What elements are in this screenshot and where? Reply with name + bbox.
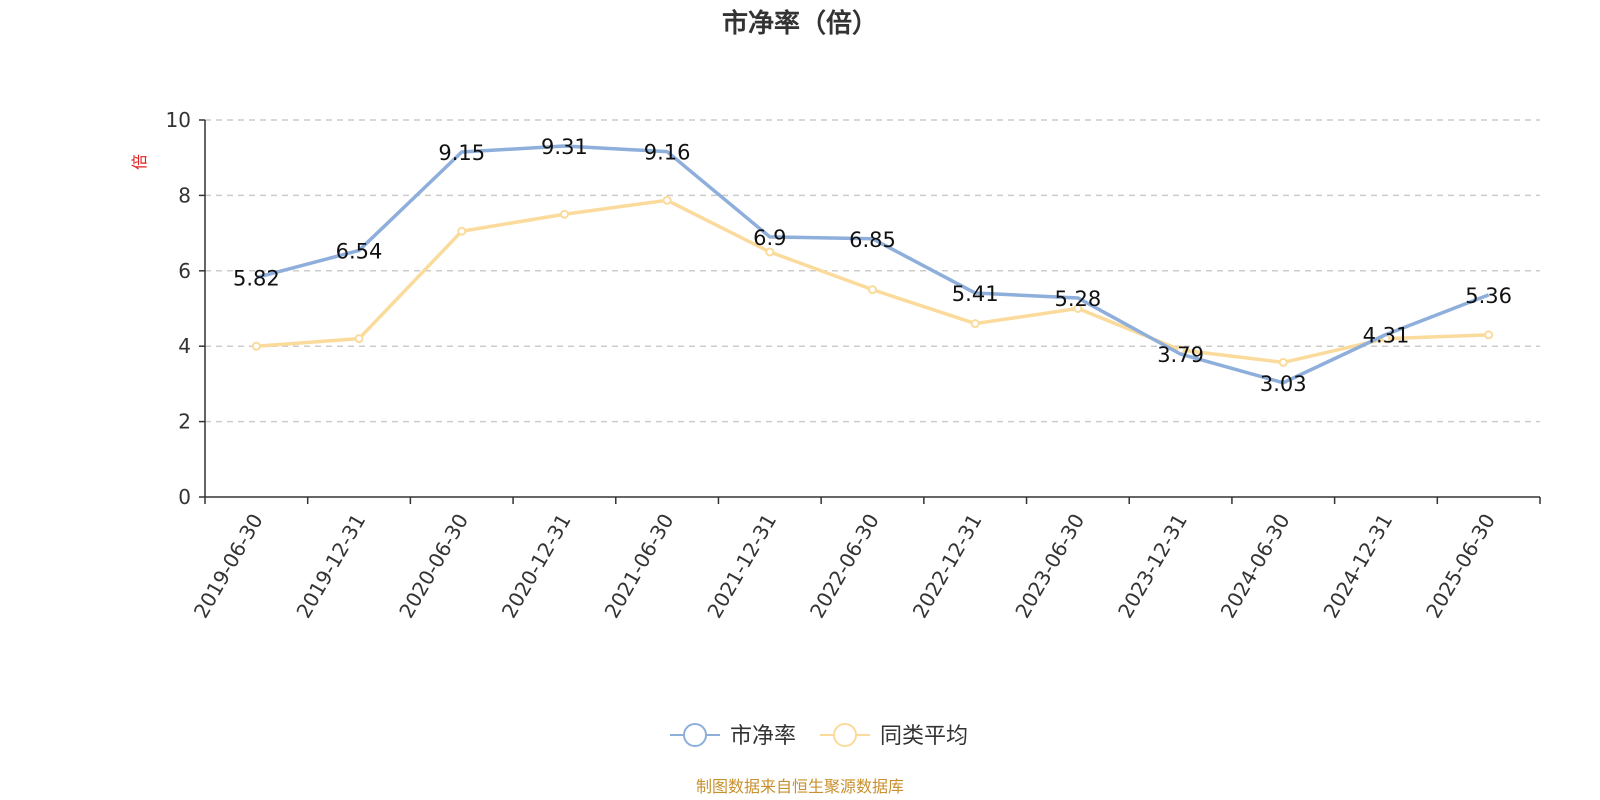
y-tick-label: 0: [178, 485, 191, 509]
x-tick-label: 2020-12-31: [497, 510, 576, 623]
x-tick-label: 2021-06-30: [600, 510, 679, 623]
series-point-1[interactable]: [662, 195, 672, 205]
y-axis-unit-label: 倍: [130, 154, 149, 170]
series-point-1[interactable]: [559, 209, 569, 219]
data-label: 4.31: [1363, 324, 1410, 348]
y-tick-label: 2: [178, 410, 191, 434]
x-tick-label: 2023-12-31: [1113, 510, 1192, 623]
x-tick-label: 2022-06-30: [805, 510, 884, 623]
series-line-0: [255, 144, 1490, 385]
legend-item-0[interactable]: 市净率: [670, 723, 796, 749]
series-point-1[interactable]: [765, 247, 775, 257]
x-tick-label: 2019-12-31: [291, 510, 370, 623]
series-point-1[interactable]: [1073, 304, 1083, 313]
data-label: 3.79: [1157, 343, 1204, 367]
legend-label: 同类平均: [880, 724, 968, 749]
legend-marker-icon: [833, 723, 857, 747]
series-point-1[interactable]: [1484, 330, 1494, 340]
y-tick-label: 4: [178, 334, 191, 358]
series-lines: [251, 144, 1494, 385]
data-label: 5.36: [1465, 284, 1512, 308]
data-label: 5.28: [1055, 287, 1102, 311]
data-label: 9.16: [644, 141, 691, 165]
legend-label: 市净率: [730, 724, 796, 749]
chart-title: 市净率（倍）: [722, 8, 878, 39]
x-tick-label: 2021-12-31: [702, 510, 781, 623]
data-label: 6.9: [753, 226, 786, 250]
series-point-1[interactable]: [970, 319, 980, 329]
series-point-1[interactable]: [1278, 357, 1288, 367]
data-label: 9.15: [438, 141, 485, 165]
series-line-1: [256, 198, 1489, 365]
legend-marker-icon: [683, 723, 707, 747]
series-point-1[interactable]: [251, 341, 261, 351]
data-label: 3.03: [1260, 372, 1307, 396]
series-point-1[interactable]: [354, 334, 364, 344]
series-point-1[interactable]: [457, 226, 467, 236]
grid-lines: [205, 119, 1540, 423]
x-tick-label: 2024-12-31: [1318, 510, 1397, 623]
y-tick-label: 10: [166, 108, 191, 132]
data-label: 6.54: [336, 239, 383, 263]
legend: 市净率 同类平均: [670, 723, 968, 749]
legend-item-1[interactable]: 同类平均: [820, 723, 968, 749]
x-tick-label: 2023-06-30: [1010, 510, 1089, 623]
data-label: 5.41: [952, 282, 999, 306]
x-tick-label: 2019-06-30: [189, 510, 268, 623]
x-tick-label: 2025-06-30: [1421, 510, 1500, 623]
data-label: 5.82: [233, 267, 280, 291]
data-labels: 5.82 6.54 9.15 9.31 9.16 6.9 6.85 5.41 5.28 3.79 3…: [233, 135, 1512, 396]
axes: 0 2 4 6 8 10 2019-06-30 2019-12-31 2020-06-30 202…: [166, 108, 1541, 623]
y-tick-label: 6: [178, 259, 191, 283]
data-label: 6.85: [849, 228, 896, 252]
y-tick-label: 8: [178, 183, 191, 207]
series-point-1[interactable]: [868, 285, 877, 295]
x-tick-label: 2024-06-30: [1216, 510, 1295, 623]
x-tick-label: 2022-12-31: [908, 510, 987, 623]
data-label: 9.31: [541, 135, 588, 159]
x-tick-label: 2020-06-30: [394, 510, 473, 623]
data-source-note: 制图数据来自恒生聚源数据库: [696, 777, 904, 796]
